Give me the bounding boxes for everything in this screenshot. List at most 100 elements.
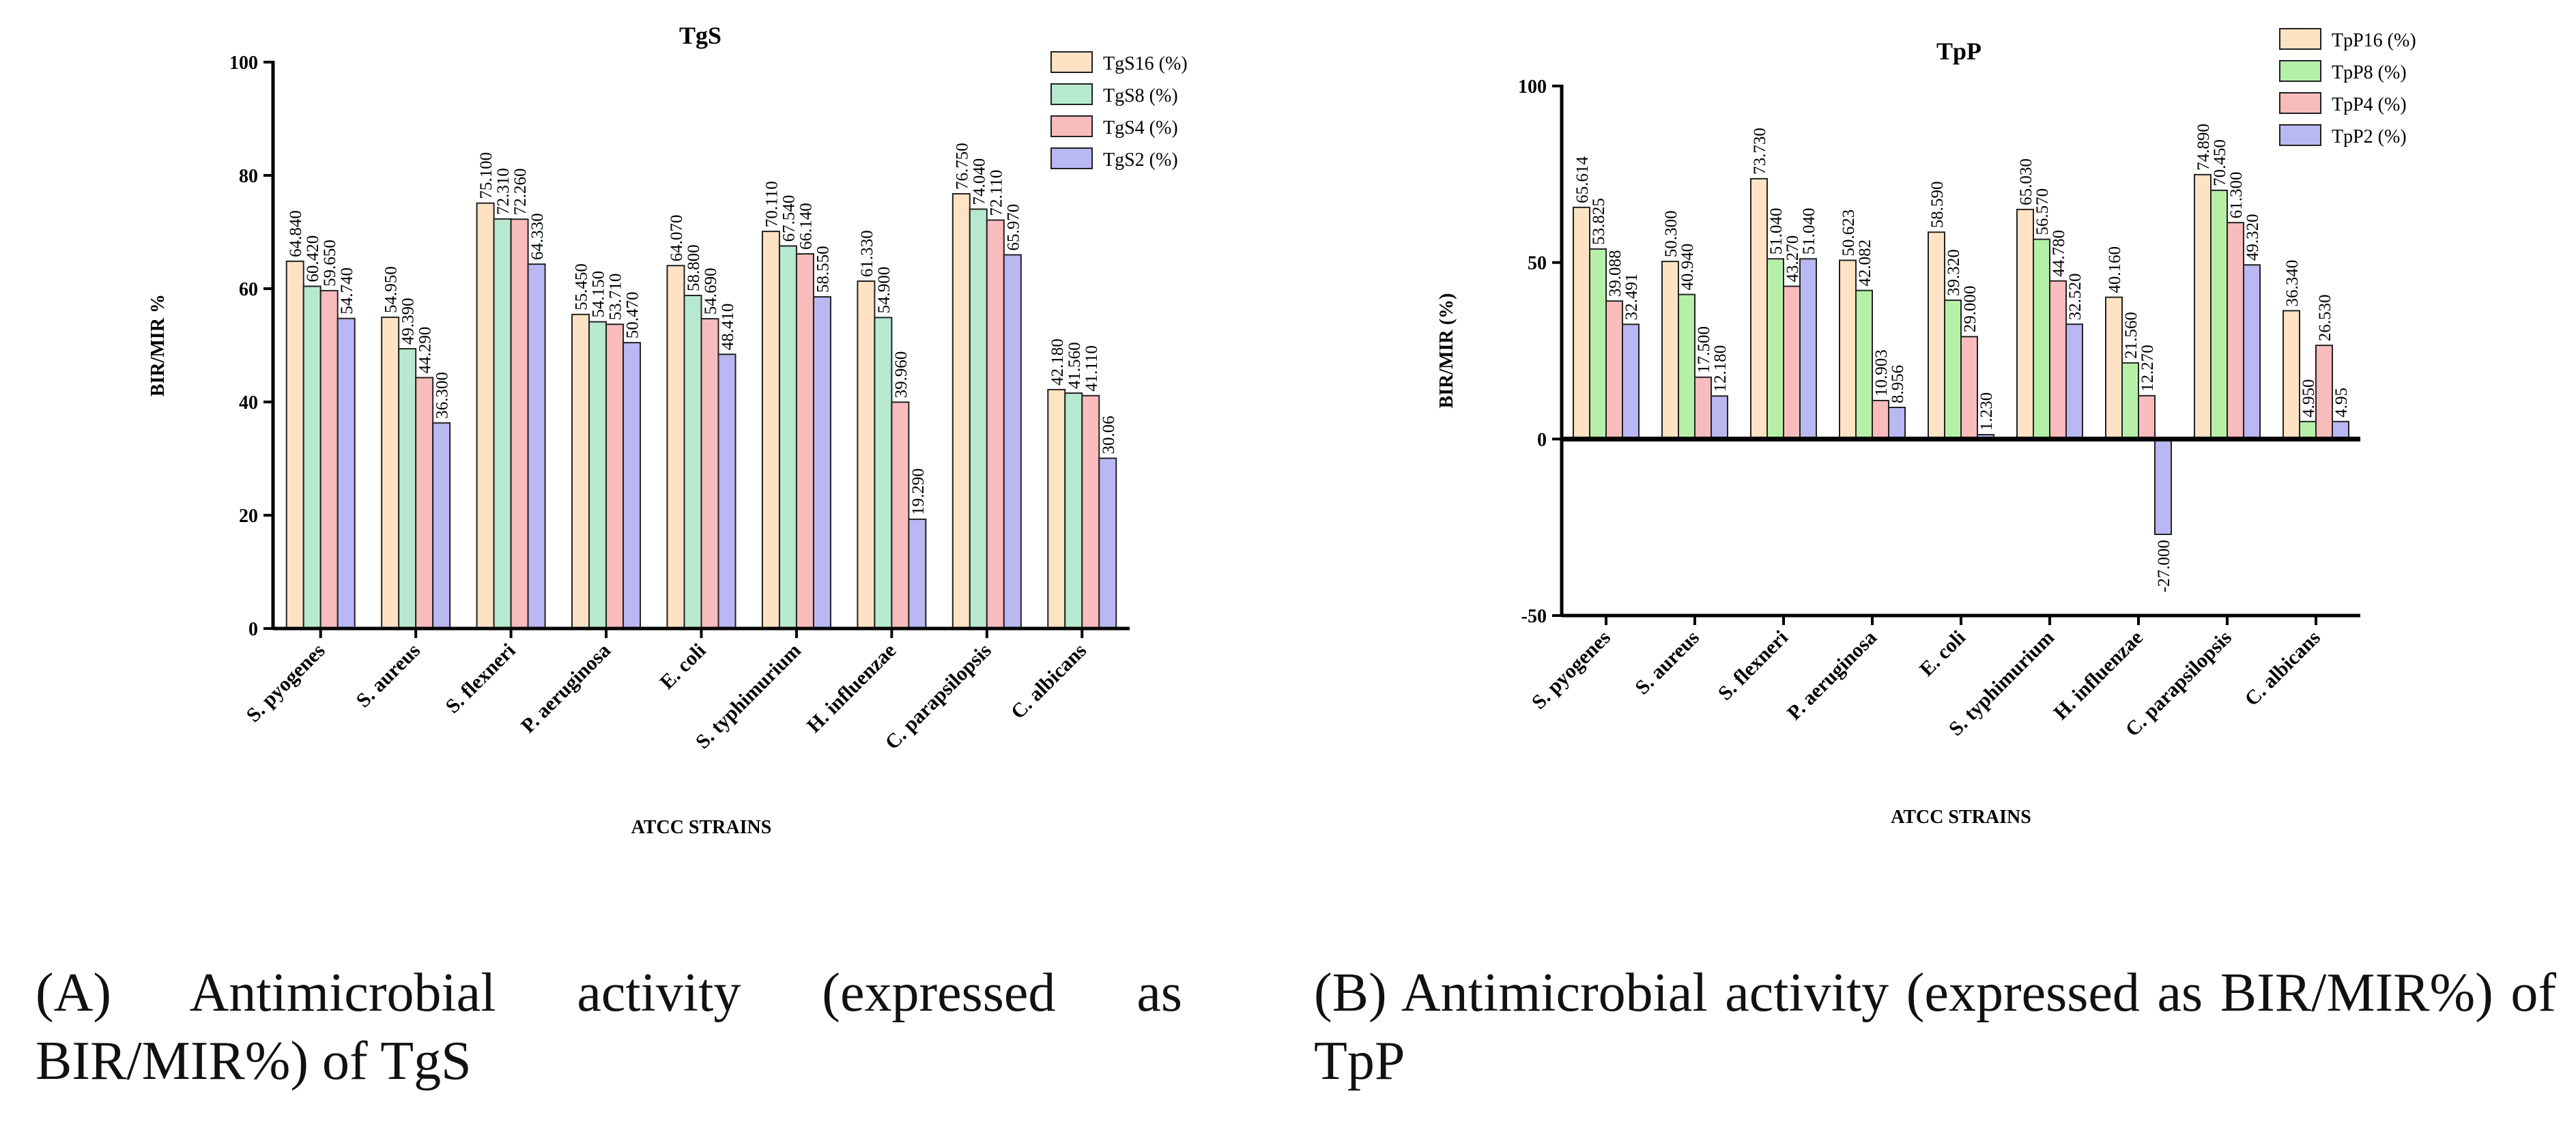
legend-item-tpp4: TpP4 (%) — [2279, 92, 2407, 115]
data-label: 70.450 — [2211, 139, 2229, 186]
bar-tgs4-s-typhimurium — [795, 253, 814, 629]
data-label: 56.570 — [2033, 188, 2052, 235]
data-label: 50.623 — [1840, 210, 1858, 257]
category-label: H. influenzae — [803, 639, 901, 738]
bar-tpp16-s-aureus — [1661, 261, 1679, 440]
bar-tpp16-e-coli — [1928, 231, 1945, 440]
bar-tgs16-s-pyogenes — [285, 260, 304, 629]
data-label: 29.000 — [1961, 286, 1979, 333]
bar-tgs4-s-pyogenes — [319, 289, 339, 629]
bar-tpp8-c-albicans — [2299, 420, 2317, 440]
bar-tgs8-s-typhimurium — [778, 245, 797, 629]
data-label: 44.780 — [2050, 230, 2068, 277]
data-label: 72.310 — [494, 168, 513, 215]
data-label: 74.890 — [2194, 124, 2213, 171]
y-axis-label: BIR/MIR % — [147, 294, 169, 396]
data-label: 10.903 — [1872, 349, 1891, 396]
data-label: 39.320 — [1945, 249, 1963, 296]
data-label: 70.110 — [762, 181, 781, 227]
y-tick-label: 80 — [239, 166, 258, 187]
bar-tpp2-s-flexneri — [1799, 258, 1817, 440]
data-label: 54.150 — [590, 271, 608, 318]
y-tick-label: 100 — [229, 53, 258, 74]
data-label: 26.530 — [2316, 294, 2334, 341]
data-label: 8.956 — [1889, 365, 1907, 403]
bar-tpp4-p-aeruginosa — [1872, 399, 1889, 440]
legend-label: TgS8 (%) — [1103, 85, 1178, 106]
legend-item-tpp16: TpP16 (%) — [2279, 28, 2416, 51]
bar-tpp8-s-typhimurium — [2033, 238, 2050, 440]
legend-label: TgS2 (%) — [1103, 149, 1178, 171]
chart-title: TpP — [1936, 38, 1981, 65]
category-label: S. flexneri — [1714, 626, 1792, 705]
category-label: P. aeruginosa — [517, 639, 615, 738]
legend-swatch — [1050, 147, 1093, 169]
legend-swatch — [1050, 115, 1093, 137]
data-label: 39.960 — [892, 351, 911, 399]
data-label: 76.750 — [953, 143, 971, 190]
bar-tpp16-s-pyogenes — [1573, 206, 1590, 440]
legend-label: TgS16 (%) — [1103, 53, 1188, 74]
data-label: 53.825 — [1590, 198, 1608, 245]
bar-tpp8-s-flexneri — [1766, 258, 1784, 440]
data-label: 65.614 — [1573, 156, 1592, 203]
data-label: 54.740 — [338, 268, 356, 315]
legend-item-tgs4: TgS4 (%) — [1050, 115, 1178, 139]
bar-tpp4-s-pyogenes — [1605, 300, 1623, 440]
category-label: C. albicans — [1007, 639, 1091, 724]
data-label: 36.340 — [2283, 260, 2302, 307]
bar-tgs8-s-aureus — [398, 348, 417, 629]
bar-tgs2-s-pyogenes — [337, 317, 356, 629]
bar-tgs4-c-parapsilopsis — [986, 219, 1005, 629]
bar-tgs8-h-influenzae — [874, 317, 893, 629]
bar-tpp8-p-aeruginosa — [1855, 289, 1873, 440]
data-label: 42.082 — [1856, 240, 1874, 287]
data-label: 44.290 — [416, 327, 435, 374]
legend-swatch — [2279, 92, 2321, 114]
bar-tpp4-e-coli — [1960, 336, 1978, 440]
legend-label: TpP4 (%) — [2332, 94, 2407, 115]
bar-tpp16-h-influenzae — [2105, 296, 2123, 440]
data-label: 51.040 — [1767, 208, 1786, 255]
category-label: H. influenzae — [2049, 626, 2147, 725]
legend-label: TpP2 (%) — [2332, 126, 2407, 147]
y-tick-label: -50 — [1521, 606, 1547, 627]
legend-item-tgs2: TgS2 (%) — [1050, 147, 1178, 171]
bar-tpp4-c-albicans — [2315, 345, 2333, 440]
data-label: 74.040 — [970, 158, 988, 205]
data-label: 73.730 — [1751, 128, 1769, 175]
data-label: 54.900 — [875, 267, 893, 314]
data-label: 54.690 — [702, 268, 720, 315]
bar-tgs4-c-albicans — [1081, 394, 1100, 629]
bar-tpp4-s-typhimurium — [2049, 280, 2067, 440]
bar-tpp2-c-parapsilopsis — [2243, 264, 2261, 440]
data-label: 60.420 — [304, 235, 322, 283]
legend-label: TgS4 (%) — [1103, 117, 1178, 139]
category-label: E. coli — [1915, 626, 1970, 681]
bar-tpp2-h-influenzae — [2154, 438, 2172, 536]
data-label: 58.800 — [685, 244, 703, 291]
data-label: 64.070 — [668, 214, 686, 261]
bar-tgs16-p-aeruginosa — [571, 313, 590, 629]
data-label: 32.520 — [2066, 273, 2085, 320]
data-label: 58.550 — [814, 246, 832, 293]
data-label: 30.06 — [1100, 416, 1118, 454]
data-label: 50.300 — [1662, 210, 1680, 257]
data-label: 32.491 — [1622, 273, 1641, 320]
data-label: 4.95 — [2332, 388, 2351, 418]
data-label: 40.940 — [1678, 244, 1697, 291]
category-label: E. coli — [656, 639, 711, 694]
bar-tpp16-c-parapsilopsis — [2194, 173, 2212, 440]
bar-tpp16-p-aeruginosa — [1839, 259, 1857, 440]
chart-title: TgS — [679, 22, 721, 49]
